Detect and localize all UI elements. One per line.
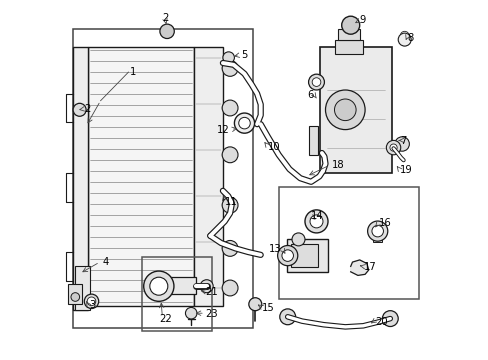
Text: 12: 12	[217, 125, 230, 135]
Text: 9: 9	[359, 15, 366, 25]
Bar	[194, 47, 223, 306]
Text: 22: 22	[159, 314, 171, 324]
Circle shape	[334, 99, 355, 121]
Bar	[345, 22, 355, 29]
Bar	[75, 266, 89, 310]
Circle shape	[308, 74, 324, 90]
Circle shape	[222, 280, 238, 296]
Circle shape	[222, 197, 238, 213]
Circle shape	[222, 60, 238, 76]
Circle shape	[73, 103, 86, 116]
Text: 4: 4	[103, 257, 109, 267]
Circle shape	[222, 100, 238, 116]
Circle shape	[311, 78, 320, 86]
Text: 19: 19	[399, 165, 412, 175]
Circle shape	[341, 16, 359, 34]
Text: 13: 13	[269, 244, 282, 254]
Text: 16: 16	[378, 218, 390, 228]
Circle shape	[279, 309, 295, 325]
Text: 6: 6	[306, 90, 313, 100]
Circle shape	[382, 311, 397, 327]
Circle shape	[185, 307, 197, 319]
Bar	[290, 244, 317, 267]
Circle shape	[200, 280, 213, 293]
Text: 10: 10	[267, 142, 280, 152]
Text: 7: 7	[399, 136, 406, 146]
Bar	[309, 126, 318, 155]
Bar	[88, 47, 194, 306]
Text: 3: 3	[89, 300, 95, 310]
Text: 14: 14	[310, 211, 323, 221]
Text: 21: 21	[205, 287, 218, 297]
Text: 2: 2	[162, 13, 168, 23]
Circle shape	[143, 271, 174, 301]
Circle shape	[87, 297, 96, 306]
Circle shape	[394, 137, 408, 151]
Text: 15: 15	[261, 303, 274, 313]
Circle shape	[305, 210, 327, 233]
Polygon shape	[350, 260, 368, 275]
Circle shape	[367, 221, 387, 241]
Bar	[286, 239, 328, 272]
Text: 11: 11	[224, 197, 237, 207]
Circle shape	[282, 250, 293, 261]
Circle shape	[309, 215, 322, 228]
Bar	[337, 29, 359, 40]
Text: 8: 8	[407, 33, 413, 43]
Bar	[278, 187, 418, 299]
Circle shape	[238, 117, 250, 129]
Bar	[165, 277, 196, 294]
Circle shape	[397, 33, 410, 46]
Bar	[73, 29, 253, 328]
Text: 5: 5	[241, 50, 247, 60]
Bar	[334, 40, 363, 54]
Circle shape	[223, 52, 234, 63]
Bar	[373, 234, 381, 242]
Circle shape	[84, 294, 99, 309]
Circle shape	[277, 246, 297, 266]
Circle shape	[149, 277, 167, 295]
Circle shape	[222, 240, 238, 256]
Circle shape	[71, 293, 80, 301]
Text: 17: 17	[363, 262, 376, 272]
Circle shape	[222, 147, 238, 163]
Text: 23: 23	[205, 309, 218, 319]
Text: 20: 20	[374, 317, 386, 327]
Bar	[320, 47, 391, 173]
Bar	[68, 284, 82, 304]
Text: 2: 2	[84, 104, 90, 114]
Circle shape	[160, 24, 174, 39]
Bar	[142, 257, 212, 331]
Circle shape	[234, 113, 254, 133]
Circle shape	[386, 140, 400, 155]
Circle shape	[248, 298, 261, 311]
Text: 18: 18	[331, 160, 344, 170]
Circle shape	[325, 90, 365, 130]
Circle shape	[389, 144, 396, 151]
Circle shape	[371, 225, 383, 237]
Text: 1: 1	[130, 67, 136, 77]
Circle shape	[291, 233, 305, 246]
Bar	[73, 47, 88, 310]
